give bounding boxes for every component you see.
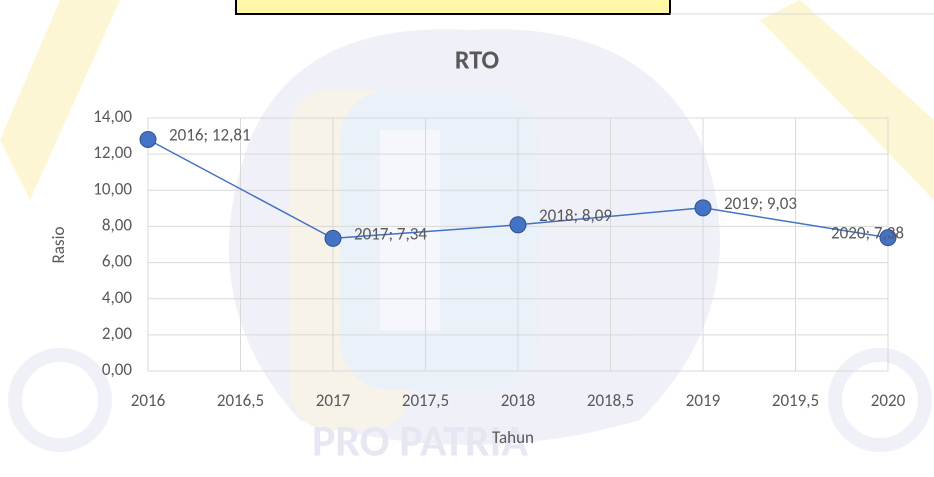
watermark: PRO PATRIA [312,414,528,468]
data-label: 2020; 7,38 [831,223,904,244]
point [879,229,897,247]
x-tick-label: 2019 [686,390,721,411]
x-axis-title: Tahun [492,427,534,448]
x-tick-label: 2019,5 [772,390,819,411]
y-tick-label: 2,00 [102,323,132,344]
data-label: 2016; 12,81 [169,125,251,146]
x-tick-label: 2016 [131,390,166,411]
y-tick-label: 4,00 [102,287,132,308]
x-tick-label: 2017 [316,390,351,411]
data-label: 2018; 8,09 [539,205,612,226]
point [324,229,342,247]
top-box [235,0,671,15]
x-tick-label: 2017,5 [402,390,449,411]
chart-title: RTO [455,43,499,75]
y-axis-title: Rasio [48,227,69,264]
y-tick-label: 10,00 [93,178,132,199]
x-tick-label: 2016,5 [217,390,264,411]
y-tick-label: 0,00 [102,359,132,380]
watermark-shapes [0,0,934,452]
y-tick-label: 14,00 [93,106,132,127]
x-tick-label: 2018,5 [587,390,634,411]
x-tick-label: 2018 [501,390,535,411]
point [509,216,527,234]
y-tick-label: 12,00 [93,142,132,163]
data-label: 2019; 9,03 [724,193,797,214]
data-label: 2017; 7,34 [354,223,427,244]
point [139,131,157,149]
x-tick-label: 2020 [871,390,906,411]
y-tick-label: 6,00 [102,251,132,272]
point [694,199,712,217]
y-tick-label: 8,00 [102,214,132,235]
